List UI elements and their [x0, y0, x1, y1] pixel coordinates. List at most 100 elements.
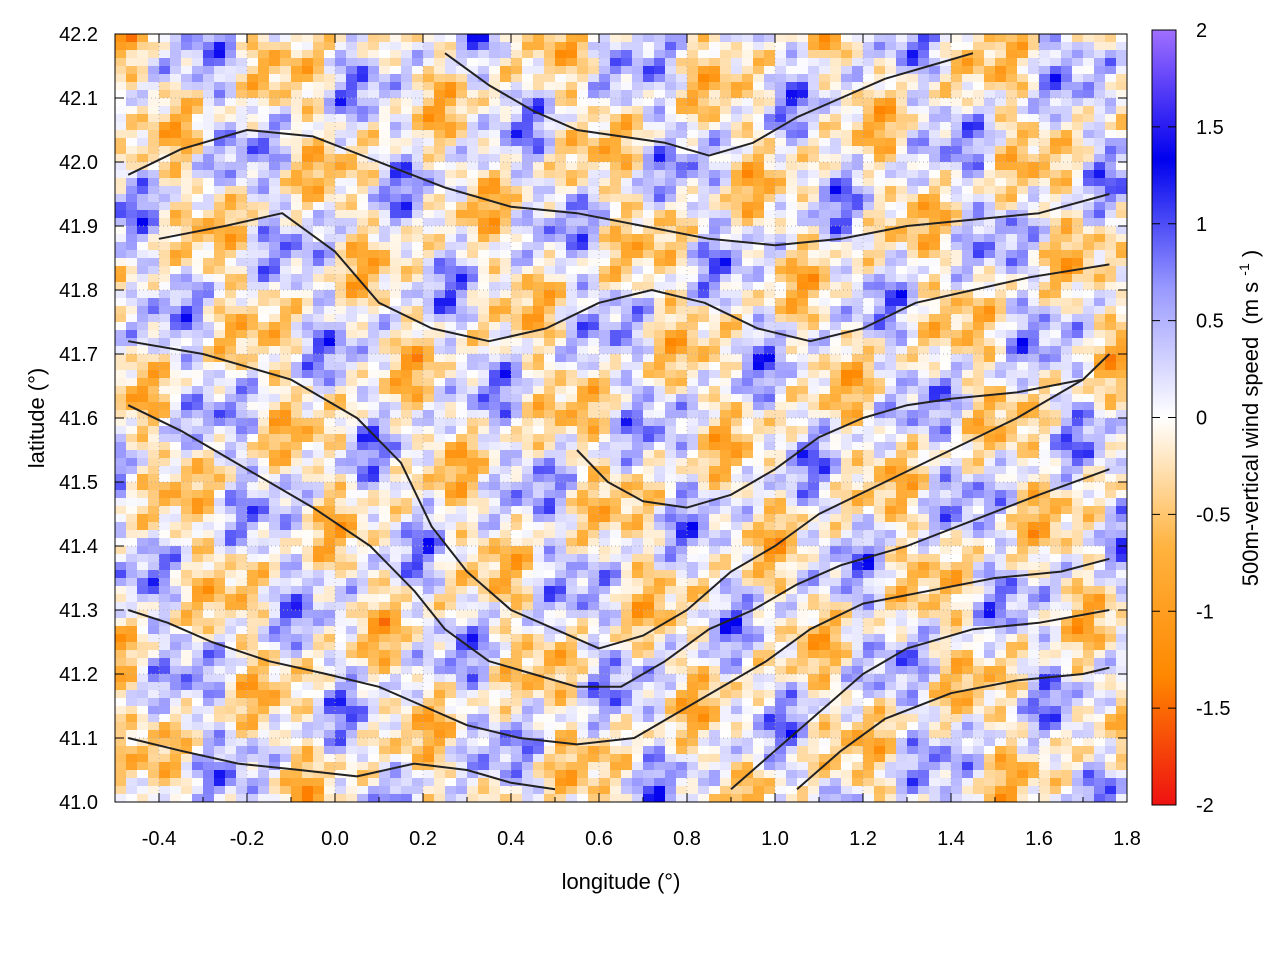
heatmap-cell	[181, 290, 193, 299]
heatmap-cell	[335, 330, 347, 339]
heatmap-cell	[478, 378, 490, 387]
heatmap-cell	[918, 410, 930, 419]
heatmap-cell	[291, 314, 303, 323]
heatmap-cell	[247, 170, 259, 179]
heatmap-cell	[830, 290, 842, 299]
heatmap-cell	[423, 418, 435, 427]
heatmap-cell	[137, 450, 149, 459]
heatmap-cell	[742, 282, 754, 291]
heatmap-cell	[247, 426, 259, 435]
heatmap-cell	[269, 306, 281, 315]
heatmap-cell	[973, 210, 985, 219]
heatmap-cell	[764, 330, 776, 339]
heatmap-cell	[610, 410, 622, 419]
heatmap-cell	[808, 370, 820, 379]
heatmap-cell	[544, 66, 556, 75]
heatmap-cell	[577, 98, 589, 107]
heatmap-cell	[390, 450, 402, 459]
heatmap-cell	[302, 338, 314, 347]
heatmap-cell	[434, 98, 446, 107]
heatmap-cell	[181, 338, 193, 347]
heatmap-cell	[1116, 274, 1127, 283]
heatmap-cell	[1094, 146, 1106, 155]
heatmap-cell	[1039, 154, 1051, 163]
heatmap-cell	[995, 250, 1007, 259]
heatmap-cell	[159, 66, 171, 75]
heatmap-cell	[456, 250, 468, 259]
heatmap-cell	[247, 266, 259, 275]
heatmap-cell	[1094, 290, 1106, 299]
heatmap-cell	[577, 282, 589, 291]
heatmap-cell	[687, 130, 699, 139]
heatmap-cell	[324, 290, 336, 299]
heatmap-cell	[445, 386, 457, 395]
heatmap-cell	[566, 122, 578, 131]
heatmap-cell	[566, 226, 578, 235]
heatmap-cell	[511, 290, 523, 299]
heatmap-cell	[808, 234, 820, 243]
heatmap-cell	[907, 354, 919, 363]
heatmap-cell	[522, 402, 534, 411]
heatmap-cell	[731, 290, 743, 299]
heatmap-cell	[489, 98, 501, 107]
heatmap-cell	[896, 242, 908, 251]
heatmap-cell	[698, 106, 710, 115]
heatmap-cell	[192, 362, 204, 371]
heatmap-cell	[291, 242, 303, 251]
heatmap-cell	[621, 58, 633, 67]
heatmap-cell	[280, 458, 292, 467]
heatmap-cell	[445, 50, 457, 59]
heatmap-cell	[181, 202, 193, 211]
heatmap-cell	[654, 282, 666, 291]
heatmap-cell	[819, 106, 831, 115]
heatmap-cell	[170, 298, 182, 307]
heatmap-cell	[1094, 58, 1106, 67]
heatmap-cell	[742, 410, 754, 419]
heatmap-cell	[544, 450, 556, 459]
heatmap-cell	[115, 194, 127, 203]
heatmap-cell	[302, 330, 314, 339]
heatmap-cell	[148, 114, 160, 123]
heatmap-cell	[170, 186, 182, 195]
heatmap-cell	[1083, 34, 1095, 43]
heatmap-cell	[621, 226, 633, 235]
heatmap-cell	[214, 282, 226, 291]
heatmap-cell	[225, 450, 237, 459]
heatmap-cell	[258, 346, 270, 355]
heatmap-cell	[401, 194, 413, 203]
heatmap-cell	[467, 98, 479, 107]
heatmap-cell	[511, 178, 523, 187]
heatmap-cell	[885, 114, 897, 123]
heatmap-cell	[401, 282, 413, 291]
heatmap-cell	[192, 130, 204, 139]
heatmap-cell	[478, 370, 490, 379]
heatmap-cell	[456, 122, 468, 131]
heatmap-cell	[313, 218, 325, 227]
heatmap-cell	[588, 450, 600, 459]
heatmap-cell	[962, 298, 974, 307]
heatmap-cell	[742, 74, 754, 83]
heatmap-cell	[896, 314, 908, 323]
heatmap-cell	[1116, 322, 1127, 331]
heatmap-cell	[566, 146, 578, 155]
heatmap-cell	[555, 338, 567, 347]
heatmap-cell	[929, 402, 941, 411]
heatmap-cell	[643, 346, 655, 355]
heatmap-cell	[1050, 34, 1062, 43]
heatmap-cell	[1050, 378, 1062, 387]
heatmap-cell	[236, 386, 248, 395]
heatmap-cell	[632, 386, 644, 395]
heatmap-cell	[434, 218, 446, 227]
heatmap-cell	[742, 314, 754, 323]
heatmap-cell	[478, 258, 490, 267]
heatmap-cell	[511, 410, 523, 419]
heatmap-cell	[203, 290, 215, 299]
heatmap-cell	[1050, 426, 1062, 435]
heatmap-cell	[929, 210, 941, 219]
heatmap-cell	[962, 98, 974, 107]
heatmap-cell	[962, 346, 974, 355]
heatmap-cell	[401, 178, 413, 187]
heatmap-cell	[808, 298, 820, 307]
heatmap-cell	[962, 106, 974, 115]
heatmap-cell	[214, 362, 226, 371]
